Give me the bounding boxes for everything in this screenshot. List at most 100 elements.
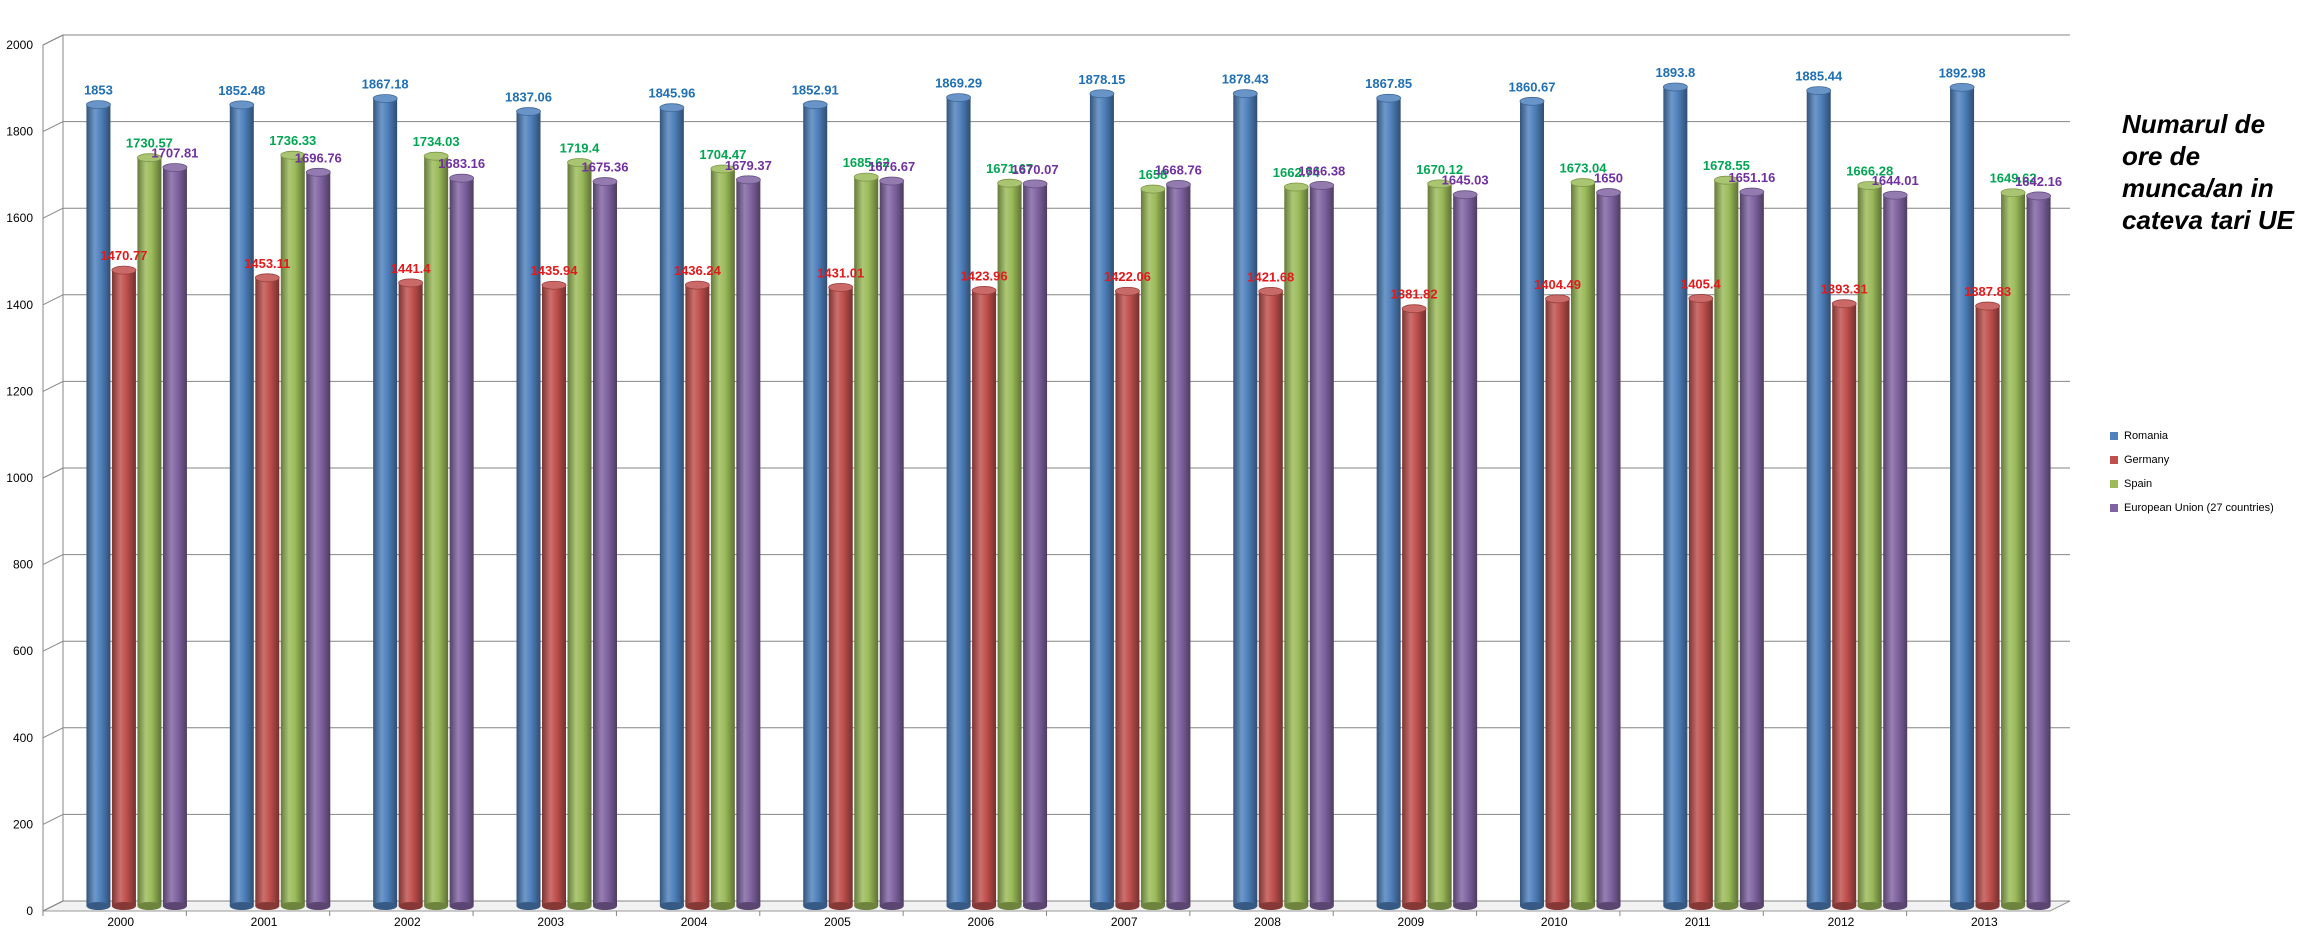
bar-top <box>86 100 111 110</box>
legend: Romania Germany Spain European Union (27 co… <box>2110 424 2274 520</box>
bar-base <box>424 902 449 910</box>
bar-body <box>710 168 735 907</box>
legend-swatch <box>2110 480 2118 488</box>
bar-body <box>659 107 684 906</box>
bar <box>254 273 280 910</box>
bar-body <box>516 111 541 906</box>
data-label: 1431.01 <box>817 265 864 280</box>
bar-top <box>423 151 449 161</box>
bar-top <box>1570 178 1596 187</box>
bar <box>449 173 475 910</box>
y-tick-label: 0 <box>26 904 33 918</box>
bar-base <box>1166 902 1191 910</box>
bar-top <box>1739 187 1765 197</box>
data-label: 1436.24 <box>674 263 722 278</box>
data-label: 1860.67 <box>1509 79 1556 94</box>
gridline-side <box>42 727 64 739</box>
bar-base <box>736 902 761 910</box>
data-label: 1421.68 <box>1247 269 1294 284</box>
bar-base <box>1596 902 1621 910</box>
bar-body <box>373 98 398 907</box>
bar-body <box>854 177 879 907</box>
bar-body <box>1258 291 1283 906</box>
bar <box>229 100 255 910</box>
bar <box>1570 178 1596 910</box>
bar-body <box>1714 180 1739 906</box>
bar-base <box>1663 902 1688 910</box>
bar-body <box>685 285 710 906</box>
bar-base <box>1883 902 1908 910</box>
data-label: 1869.29 <box>935 76 982 91</box>
data-label: 1671.67 <box>986 161 1033 176</box>
bar <box>423 151 449 910</box>
bar-top <box>449 173 475 183</box>
bar-body <box>736 179 761 907</box>
bar-top <box>1401 304 1427 314</box>
bar-top <box>684 280 710 290</box>
bar-body <box>1571 182 1595 907</box>
bar-body <box>1453 194 1478 906</box>
data-label: 1441.4 <box>391 261 432 276</box>
gridline-side <box>42 294 64 306</box>
bar <box>1115 286 1140 910</box>
bar <box>1427 179 1453 910</box>
bar <box>828 282 854 910</box>
bar <box>541 280 567 910</box>
legend-label: Romania <box>2124 430 2169 442</box>
data-label: 1405.4 <box>1681 276 1722 291</box>
bar-top <box>853 172 879 182</box>
bar-body <box>1427 183 1452 907</box>
data-label: 1422.06 <box>1104 269 1151 284</box>
bar-base <box>1688 902 1713 910</box>
bar-base <box>567 902 592 910</box>
bar <box>735 175 761 910</box>
bar-base <box>1309 902 1334 910</box>
bar <box>592 177 618 910</box>
gridline-side <box>42 34 64 46</box>
bar-body <box>1115 291 1140 906</box>
bar-top <box>1713 175 1739 185</box>
legend-item: Spain <box>2110 472 2274 496</box>
bar-top <box>1376 93 1402 103</box>
bar <box>1283 182 1309 910</box>
bar-body <box>1166 184 1191 906</box>
bar-top <box>1166 180 1191 189</box>
bar-base <box>373 902 398 910</box>
data-label: 1673.04 <box>1560 161 1608 176</box>
bar <box>710 164 736 910</box>
y-tick-label: 400 <box>13 731 33 745</box>
legend-label: European Union (27 countries) <box>2124 502 2274 514</box>
bar-base <box>1950 902 1975 910</box>
bar-top <box>516 107 541 116</box>
bar-body <box>542 285 566 906</box>
bar-top <box>567 158 592 167</box>
data-label: 1685.62 <box>843 155 890 170</box>
legend-swatch <box>2110 504 2118 512</box>
bar-body <box>398 282 423 907</box>
bar-base <box>803 902 828 910</box>
bar-top <box>997 178 1022 188</box>
bar-body <box>1520 101 1544 906</box>
bar-body <box>1950 87 1975 906</box>
bar <box>398 278 424 910</box>
bar-base <box>1453 902 1478 910</box>
data-label: 1649.62 <box>1990 171 2037 186</box>
x-tick-label: 2005 <box>824 915 851 929</box>
bar <box>1309 181 1335 910</box>
bar-top <box>280 150 306 160</box>
legend-item: Romania <box>2110 424 2274 448</box>
bar-base <box>542 902 566 910</box>
bar <box>162 163 188 910</box>
bar-base <box>1089 902 1114 910</box>
bar-base <box>1739 902 1764 910</box>
bar-base <box>1140 902 1165 910</box>
y-tick-label: 1000 <box>6 471 33 485</box>
data-label: 1878.15 <box>1078 72 1125 87</box>
data-label: 1730.57 <box>126 136 173 151</box>
bar-base <box>1975 902 2000 910</box>
bar-base <box>1545 902 1570 910</box>
bar-body <box>1284 187 1309 907</box>
bar-top <box>1089 89 1115 99</box>
bar-body <box>1545 298 1570 906</box>
